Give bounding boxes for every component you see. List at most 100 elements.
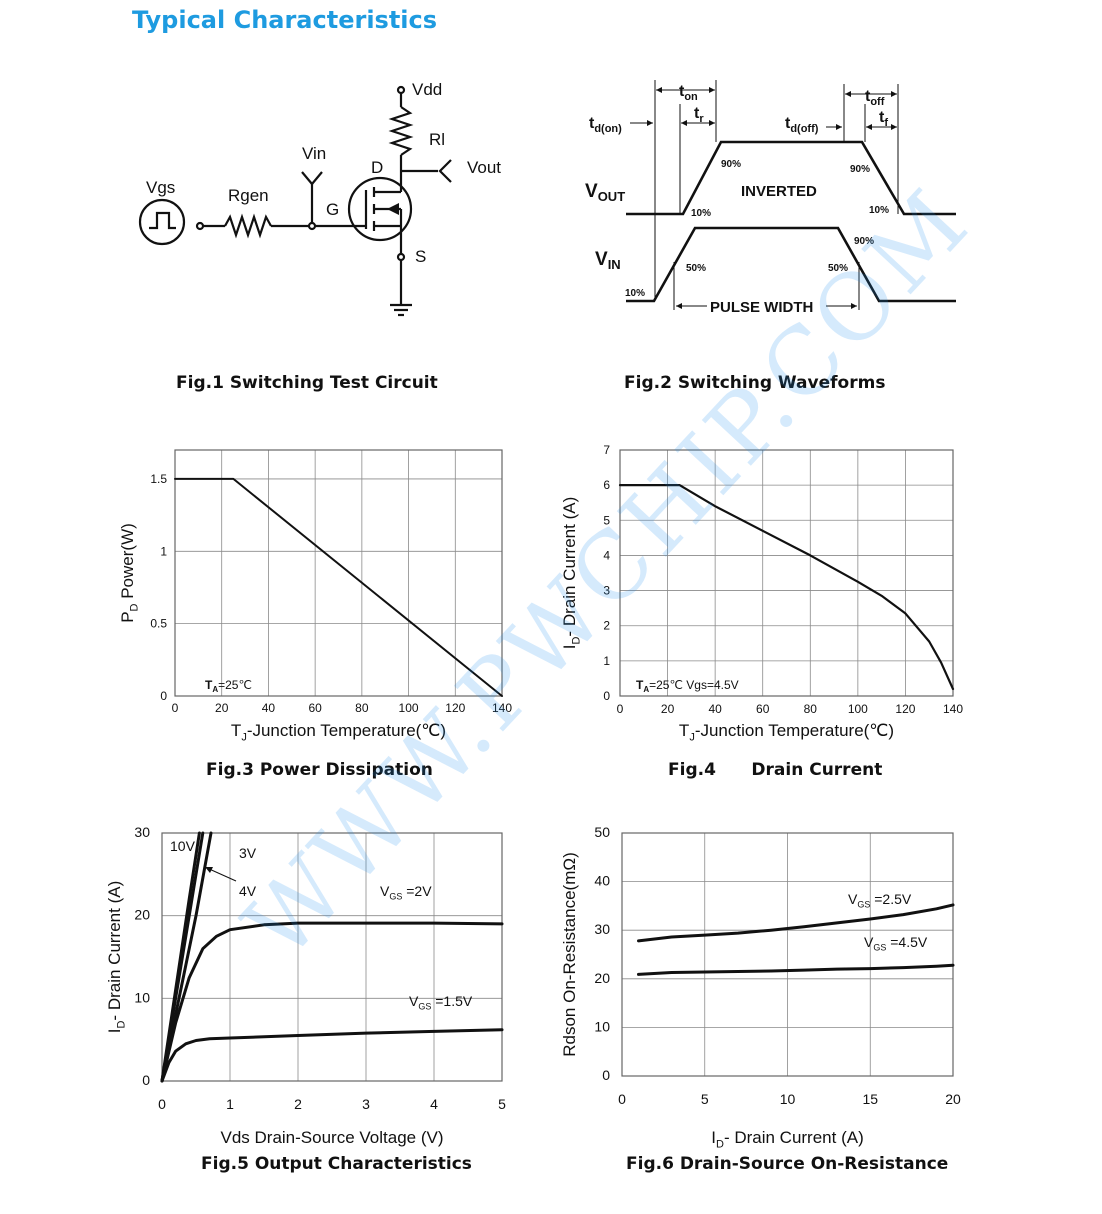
tdon-label: t [589,115,595,132]
svg-text:td(on): td(on) [589,115,622,135]
svg-text:VIN: VIN [595,249,621,272]
series-line-2 [160,831,205,1083]
svg-text:tf: tf [879,109,888,129]
vgs-label: Vgs [146,178,175,197]
fig5-caption: Fig.5 Output Characteristics [201,1154,472,1174]
pct-90-vout-rise: 90% [721,159,741,170]
y-tick-label: 20 [134,907,150,923]
y-tick-label: 20 [594,970,610,986]
x-tick-label: 0 [618,1091,626,1107]
y-tick-label: 30 [594,921,610,937]
x-tick-label: 20 [661,702,675,716]
x-tick-label: 5 [701,1091,709,1107]
x-tick-label: 80 [355,701,369,715]
vout-waveform [626,140,956,216]
chart5-plot-area: 0 1 2 3 4 5 0 10 20 30 [134,824,506,1112]
x-tick-label: 140 [492,701,512,715]
fig3-caption: Fig.3 Power Dissipation [206,760,433,780]
x-tick-label: 3 [362,1096,370,1112]
y-tick-label: 50 [594,824,610,840]
y-tick-label: 0.5 [150,617,167,631]
x-tick-label: 120 [445,701,465,715]
y-tick-label: 10 [594,1018,610,1034]
curve-label-vgs-2v: VGS =2V [380,883,432,902]
x-tick-label: 15 [862,1091,878,1107]
series-line-1 [174,477,503,697]
chart-annotation: TA=25℃ Vgs=4.5V [636,678,739,694]
curve-label-10v: 10V [170,838,196,854]
svg-text:VOUT: VOUT [585,181,625,204]
y-axis-label: PD Power(W) [118,523,140,623]
rgen-resistor [224,213,272,239]
plot-frame [619,449,954,697]
curve-label-4v: 4V [239,883,257,899]
tdoff-label: t [785,115,791,132]
curve-pointer [206,867,237,882]
x-axis-label: Vds Drain-Source Voltage (V) [221,1128,444,1147]
series-line-2 [637,963,955,976]
chart6-plot-area: 0 5 10 15 20 0 10 20 30 40 50 [594,824,961,1107]
pct-50-vin-fall: 50% [828,263,848,274]
y-tick-label: 1 [160,544,167,558]
y-tick-label: 1.5 [150,472,167,486]
mosfet-symbol [347,176,413,242]
curve-label-3v: 3V [239,845,257,861]
fig6-caption: Fig.6 Drain-Source On-Resistance [626,1154,949,1174]
svg-text:td(off): td(off) [785,115,819,135]
x-tick-label: 2 [294,1096,302,1112]
pct-90-vin: 90% [854,236,874,247]
plot-frame [174,449,503,697]
gate-label: G [326,200,339,219]
y-tick-label: 10 [134,989,150,1005]
pct-10-vin: 10% [625,288,645,299]
fig4-caption: Fig.4 Drain Current [668,760,883,780]
y-tick-label: 30 [134,824,150,840]
plot-frame [621,832,954,1077]
rl-resistor [388,106,414,156]
curve-label-vgs-1-5v: VGS =1.5V [409,993,473,1012]
plot-frame [161,832,503,1082]
svg-text:toff: toff [865,88,885,108]
x-tick-label: 0 [617,702,624,716]
y-tick-label: 0 [602,1067,610,1083]
source-label: S [415,247,426,266]
y-tick-label: 6 [603,478,610,492]
tf-label: t [879,109,885,126]
vin-arrow [301,171,323,186]
pct-10-vout-fall: 10% [869,205,889,216]
x-tick-label: 100 [848,702,868,716]
pulse-width-label: PULSE WIDTH [710,299,813,316]
toff-label: t [865,88,871,105]
y-axis-label: Rdson On-Resistance(mΩ) [560,852,579,1057]
y-tick-label: 1 [603,654,610,668]
x-tick-label: 60 [308,701,322,715]
y-axis-label: ID- Drain Current (A) [105,881,127,1034]
ton-label: t [679,83,685,100]
series-line-5 [160,1028,504,1083]
inverted-label: INVERTED [741,183,817,200]
vin-wave-label: V [595,249,608,270]
x-tick-label: 4 [430,1096,438,1112]
x-axis-label: TJ-Junction Temperature(℃) [231,721,446,743]
pointer-arrow-icon [205,867,213,873]
vin-waveform [626,226,956,303]
y-tick-label: 0 [160,689,167,703]
svg-text:ton: ton [679,83,698,103]
drain-label: D [371,158,383,177]
curve-label-vgs-2-5v: VGS =2.5V [848,891,912,910]
x-tick-label: 100 [399,701,419,715]
x-tick-label: 1 [226,1096,234,1112]
vout-label: Vout [467,158,501,177]
series-line-1 [618,484,955,691]
x-tick-label: 40 [708,702,722,716]
tr-label: t [694,105,700,122]
pct-10-vout-rise: 10% [691,208,711,219]
pct-50-vin-rise: 50% [686,263,706,274]
x-tick-label: 140 [943,702,963,716]
fig2-caption: Fig.2 Switching Waveforms [624,373,886,393]
x-axis-label: TJ-Junction Temperature(℃) [679,721,894,743]
